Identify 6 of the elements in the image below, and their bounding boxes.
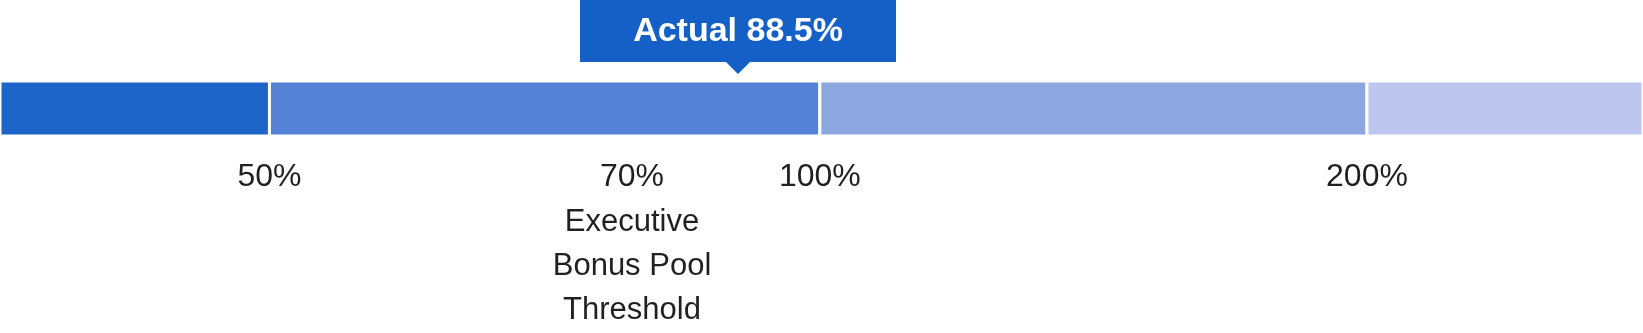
text: 200%: [1326, 157, 1408, 193]
text: Actual 88.5%: [633, 10, 843, 48]
text: Executive Bonus Pool Threshold: [552, 203, 712, 326]
text: 50%: [237, 157, 302, 193]
text: 100%: [778, 157, 861, 193]
text: 70%: [599, 157, 665, 193]
